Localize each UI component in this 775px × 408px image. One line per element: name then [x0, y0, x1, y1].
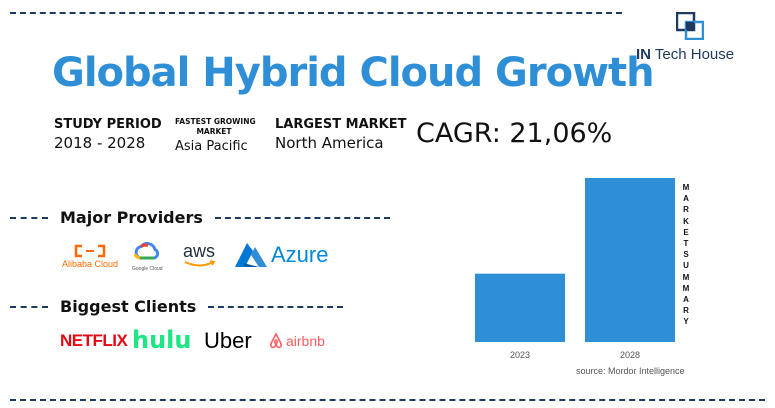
market-chart-svg: 2023 2028	[475, 178, 675, 360]
study-period-label: STUDY PERIOD	[54, 117, 162, 132]
market-chart: 2023 2028	[455, 170, 685, 380]
providers-left-dash	[10, 216, 48, 219]
aws-label: aws	[183, 241, 216, 261]
fastest-growing-market: FASTEST GROWING MARKET Asia Pacific	[175, 117, 256, 154]
largest-market: LARGEST MARKET North America	[275, 117, 407, 152]
google-cloud-icon	[133, 242, 160, 260]
google-cloud-logo: Google Cloud	[132, 242, 163, 272]
logo-text-rest: Tech House	[651, 46, 735, 63]
providers-heading: Major Providers	[60, 208, 203, 227]
largest-market-label: LARGEST MARKET	[275, 117, 407, 132]
uber-logo: Uber	[204, 328, 252, 353]
bottom-dashed-divider	[10, 399, 765, 401]
largest-market-value: North America	[275, 134, 384, 152]
logo-text-bold: IN	[636, 46, 651, 63]
study-period: STUDY PERIOD 2018 - 2028	[54, 117, 162, 152]
azure-logo: Azure	[233, 241, 328, 269]
x-tick-label-2023: 2023	[510, 350, 530, 360]
airbnb-logo: airbnb	[268, 332, 325, 350]
fastest-market-value: Asia Pacific	[175, 139, 248, 154]
x-tick-label-2028: 2028	[620, 350, 640, 360]
airbnb-icon	[270, 332, 282, 349]
cagr-value: CAGR: 21,06%	[416, 118, 613, 149]
market-summary-label: MARKET SUMMARY	[682, 183, 690, 327]
logo-text: IN Tech House	[636, 46, 734, 63]
bar-2028	[585, 178, 675, 342]
aws-smile-icon	[184, 260, 216, 267]
providers-section-header: Major Providers	[10, 208, 390, 227]
alibaba-cloud-icon	[74, 244, 106, 258]
clients-right-dash	[208, 305, 344, 308]
chart-source: source: Mordor Intelligence	[576, 366, 685, 376]
hulu-logo: hulu	[132, 326, 192, 354]
logo-mark-icon	[676, 12, 704, 40]
page-title: Global Hybrid Cloud Growth	[52, 50, 655, 96]
fastest-market-label-line1: FASTEST GROWING	[175, 117, 256, 126]
azure-icon	[235, 243, 267, 267]
azure-label: Azure	[271, 242, 329, 267]
aws-logo: aws	[183, 242, 217, 268]
logo: IN Tech House	[636, 12, 746, 72]
netflix-logo: NETFLIX	[60, 331, 128, 350]
airbnb-label: airbnb	[286, 333, 325, 349]
fastest-market-label-line2: MARKET	[196, 127, 232, 136]
clients-left-dash	[10, 305, 48, 308]
alibaba-cloud-logo: Alibaba Cloud	[62, 242, 118, 276]
providers-right-dash	[214, 216, 390, 219]
alibaba-cloud-label: Alibaba Cloud	[62, 259, 119, 269]
clients-heading: Biggest Clients	[60, 297, 197, 316]
google-cloud-label: Google Cloud	[132, 266, 163, 272]
clients-section-header: Biggest Clients	[10, 297, 344, 316]
bar-2023	[475, 273, 565, 342]
top-dashed-divider	[10, 12, 622, 14]
fastest-market-label: FASTEST GROWING MARKET	[175, 117, 256, 137]
study-period-value: 2018 - 2028	[54, 134, 146, 152]
